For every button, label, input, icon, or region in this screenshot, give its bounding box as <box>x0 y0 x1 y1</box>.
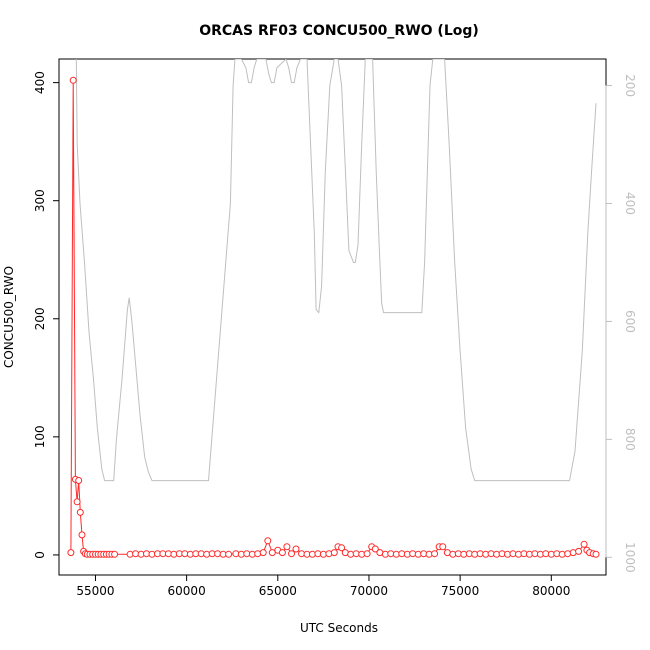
y2-tick-label: 600 <box>623 310 637 333</box>
y2-tick-label: 200 <box>623 74 637 97</box>
x-tick-label: 80000 <box>532 584 570 598</box>
data-point <box>288 550 295 558</box>
y-tick-label: 200 <box>33 307 47 330</box>
x-tick-label: 55000 <box>76 584 114 598</box>
y-tick-label: 300 <box>33 189 47 212</box>
data-point <box>278 549 286 557</box>
data-point <box>575 547 583 555</box>
data-point <box>338 544 346 552</box>
data-point <box>371 545 379 553</box>
y-axis: 0 100 200 300 400 <box>33 71 60 559</box>
x-tick-label: 65000 <box>259 584 297 598</box>
data-point <box>292 545 300 553</box>
y-axis-label: CONCU500_RWO <box>2 266 16 368</box>
data-point <box>259 549 267 557</box>
data-point <box>225 550 233 558</box>
x-tick-label: 60000 <box>168 584 206 598</box>
data-point <box>580 540 588 548</box>
data-point <box>75 477 83 484</box>
data-point <box>78 531 86 539</box>
y-tick-label: 100 <box>33 425 47 448</box>
data-point <box>69 76 77 84</box>
x-axis-label: UTC Seconds <box>300 621 378 635</box>
y-tick-label: 400 <box>33 71 47 94</box>
y2-axis: 200 400 600 800 1000 <box>605 74 637 573</box>
y2-tick-label: 400 <box>623 192 637 215</box>
data-point <box>73 498 81 506</box>
x-axis: 55000 60000 65000 70000 75000 80000 <box>76 574 570 598</box>
data-point <box>67 549 75 557</box>
y2-tick-label: 800 <box>623 428 637 451</box>
data-point <box>264 537 272 545</box>
y-tick-label: 0 <box>33 551 47 559</box>
data-point <box>592 550 600 558</box>
data-point <box>363 550 371 558</box>
data-point <box>283 543 291 551</box>
plot-frame <box>58 58 607 576</box>
data-point <box>439 543 447 551</box>
data-point <box>564 550 572 558</box>
y2-tick-label: 1000 <box>623 542 637 573</box>
data-point <box>111 550 119 558</box>
x-tick-label: 75000 <box>441 584 479 598</box>
primary-series-line <box>70 80 597 555</box>
data-point <box>76 508 84 516</box>
plot-area <box>67 59 600 558</box>
secondary-series-line <box>75 59 597 482</box>
data-point <box>431 550 439 558</box>
x-tick-label: 70000 <box>350 584 388 598</box>
chart-title: ORCAS RF03 CONCU500_RWO (Log) <box>199 23 479 39</box>
data-point <box>330 549 338 557</box>
data-point <box>254 550 262 558</box>
